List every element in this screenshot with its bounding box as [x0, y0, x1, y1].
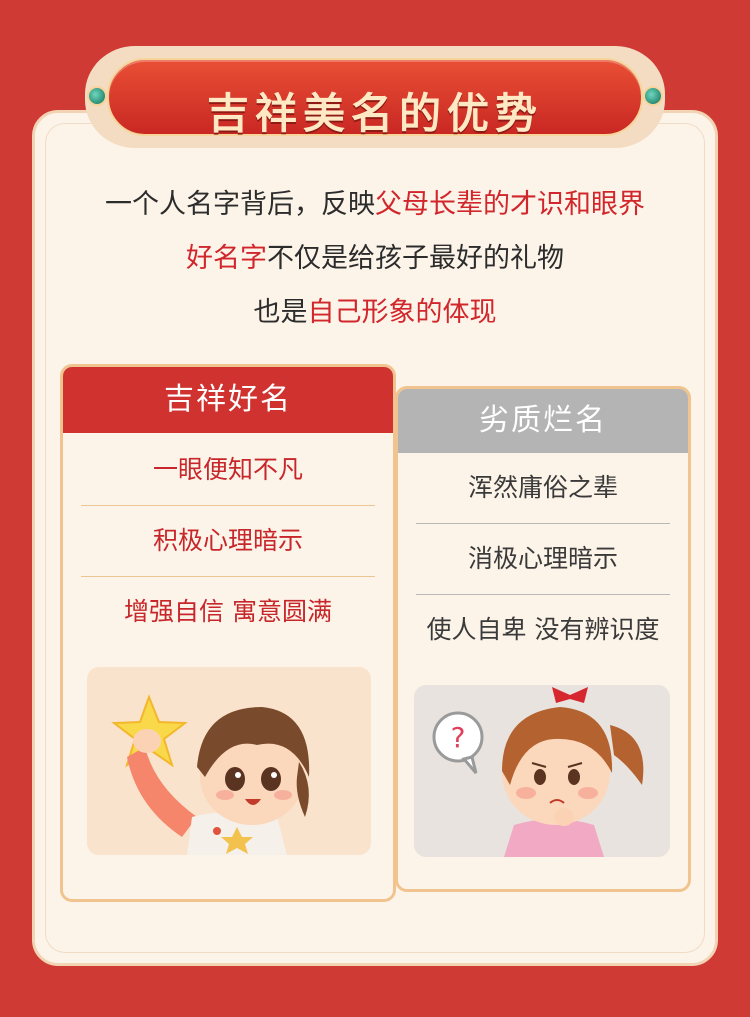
good-name-header: 吉祥好名 — [63, 367, 393, 433]
intro-line-2: 好名字不仅是给孩子最好的礼物 — [186, 243, 564, 274]
bad-name-item: 消极心理暗示 — [467, 544, 618, 573]
question-bubble-icon: ? — [432, 711, 484, 774]
left-gem-icon — [87, 86, 107, 106]
right-gem-icon — [643, 86, 663, 106]
bad-name-item: 使人自卑 没有辨识度 — [426, 615, 660, 644]
divider — [416, 523, 670, 524]
page-title: 吉祥美名的优势 — [206, 89, 543, 138]
intro-line-3: 也是自己形象的体现 — [253, 297, 497, 328]
good-name-item: 增强自信 寓意圆满 — [124, 597, 332, 626]
good-name-card: 吉祥好名 一眼便知不凡 积极心理暗示 增强自信 寓意圆满 — [60, 364, 396, 902]
good-name-item: 一眼便知不凡 — [152, 455, 303, 484]
divider — [81, 576, 375, 577]
bad-name-header: 劣质烂名 — [398, 389, 688, 453]
confused-girl-illustration: ? — [414, 685, 670, 857]
good-name-item: 积极心理暗示 — [152, 526, 303, 555]
svg-text:?: ? — [451, 721, 466, 754]
divider — [81, 505, 375, 506]
divider — [416, 594, 670, 595]
title-banner: 吉祥美名的优势 — [85, 46, 665, 148]
intro-text: 一个人名字背后，反映父母长辈的才识和眼界 好名字不仅是给孩子最好的礼物 也是自己… — [32, 188, 718, 350]
intro-line-1: 一个人名字背后，反映父母长辈的才识和眼界 — [105, 189, 645, 220]
happy-boy-illustration — [87, 667, 371, 855]
bad-name-item: 浑然庸俗之辈 — [467, 473, 618, 502]
bad-name-card: 劣质烂名 浑然庸俗之辈 消极心理暗示 使人自卑 没有辨识度 ? — [395, 386, 691, 892]
